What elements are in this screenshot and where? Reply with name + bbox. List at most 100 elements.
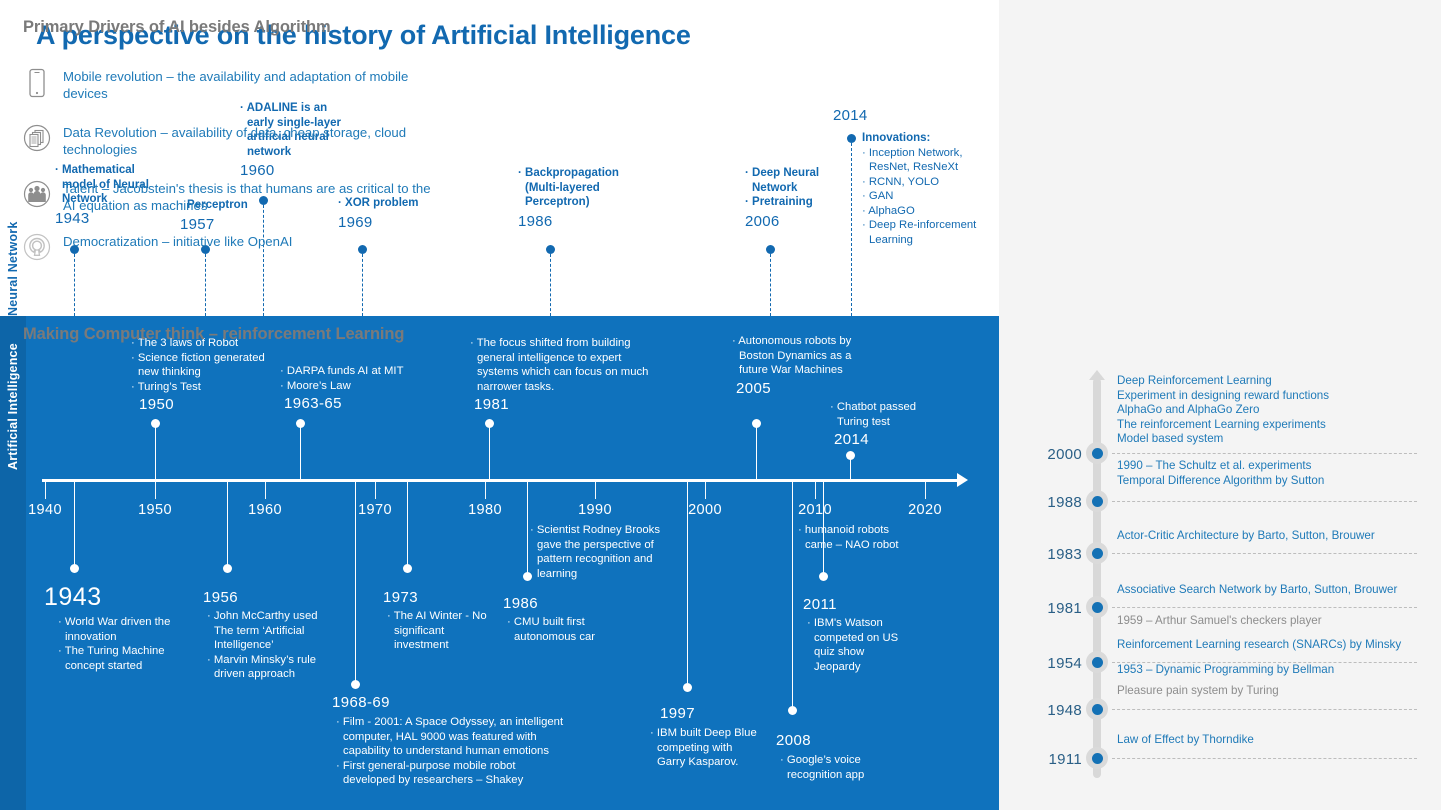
ai-event-1963-65-year: 1963-65 [284, 395, 342, 413]
rl-node-1948[interactable] [1086, 698, 1108, 720]
rl-note-bellman: 1953 – Dynamic Programming by Bellman [1117, 663, 1335, 676]
rl-label-above-1911: Law of Effect by Thorndike [1117, 733, 1254, 746]
ai-event-2011: 2011 · IBM's Watson competed on US quiz … [803, 596, 913, 674]
nn-event-2006-year: 2006 [745, 212, 780, 230]
ai-event-2008-bullets: · Google’s voice recognition app [780, 753, 886, 782]
rl-timeline-arrow-icon [1089, 370, 1105, 380]
ai-dot-1973 [403, 564, 412, 573]
ai-bullet: · Chatbot passed Turing test [830, 401, 917, 428]
ai-bullet: · John McCarthy used The term ‘Artificia… [207, 610, 318, 652]
documents-stack-icon [23, 124, 51, 154]
ai-stem-2011 [823, 482, 824, 576]
nn-event-1960-bullets: · ADALINE is an early single-layer artif… [240, 101, 350, 159]
nn-bullet: · AlphaGO [862, 204, 915, 217]
nn-dot-2014 [847, 134, 856, 143]
rl-dash [1112, 709, 1417, 710]
open-source-icon [23, 233, 51, 263]
rl-year-1948: 1948 [1047, 702, 1082, 719]
ai-stem-1956 [227, 482, 228, 568]
nn-bullet: · ADALINE is an early single-layer artif… [240, 102, 341, 158]
axis-label: 1940 [28, 502, 62, 518]
rl-top-note: Deep Reinforcement Learning [1117, 374, 1272, 387]
reinforcement-heading: Making Computer think – reinforcement Le… [23, 325, 405, 343]
ai-event-1973: 1973 · The AI Winter - No significant in… [383, 589, 493, 653]
nn-bullet: · Backpropagation (Multi-layered Percept… [518, 167, 619, 208]
ai-event-1997-year: 1997 [660, 705, 695, 722]
ai-dot-1986 [523, 572, 532, 581]
ai-bullet: · Google’s voice recognition app [780, 754, 865, 781]
rl-label-above-1983: Actor-Critic Architecture by Barto, Sutt… [1117, 529, 1375, 542]
driver-item-talent: Talent – Jacobstein's thesis is that hum… [23, 180, 433, 214]
ai-event-1968-69: 1968-69 · Film - 2001: A Space Odyssey, … [332, 694, 567, 788]
nn-bullet: · Pretraining [745, 196, 813, 208]
ai-event-1997: 1997 · IBM built Deep Blue competing wit… [650, 705, 760, 770]
nn-event-1986-year: 1986 [518, 212, 553, 230]
rl-dash [1112, 607, 1417, 608]
ai-event-1990: · Scientist Rodney Brooks gave the persp… [530, 523, 680, 581]
ai-bullet: · Film - 2001: A Space Odyssey, an intel… [336, 716, 564, 758]
timeline-panel: A perspective on the history of Artifici… [0, 20, 999, 810]
rl-node-1954[interactable] [1086, 651, 1108, 673]
rl-node-1911[interactable] [1086, 747, 1108, 769]
ai-bullet: · The 3 laws of Robot [131, 337, 239, 349]
ai-dot-1963-65 [296, 419, 305, 428]
ai-event-1981-year: 1981 [474, 396, 509, 414]
nn-dot-1986 [546, 245, 555, 254]
axis-tick [595, 481, 596, 499]
rl-year-1983: 1983 [1047, 546, 1082, 563]
nn-bullet: · Deep Neural Network [745, 167, 820, 194]
ai-bullet: · The AI Winter - No significant investm… [387, 610, 487, 652]
ai-bullet: · Autonomous robots by Boston Dynamics a… [732, 335, 852, 377]
rl-label-above-1981: Associative Search Network by Barto, Sut… [1117, 583, 1398, 596]
rl-node-1988[interactable] [1086, 490, 1108, 512]
ai-bullet: · DARPA funds AI at MIT [280, 365, 404, 377]
ai-bullet: · Marvin Minsky’s rule driven approach [207, 653, 317, 681]
rl-dash [1112, 453, 1417, 454]
ai-bullet: · humanoid robots came – NAO robot [798, 524, 899, 551]
axis-tick [925, 481, 926, 499]
ai-event-1943-year: 1943 [44, 583, 102, 611]
ai-dot-2014 [846, 451, 855, 460]
rl-node-1981[interactable] [1086, 596, 1108, 618]
ai-event-1990-bullets: · Scientist Rodney Brooks gave the persp… [530, 523, 680, 581]
ai-event-1950-year: 1950 [139, 396, 174, 414]
axis-tick [815, 481, 816, 499]
rl-node-1983[interactable] [1086, 542, 1108, 564]
ai-bullet: · World War driven the innovation [58, 616, 171, 643]
rl-node-2000[interactable] [1086, 442, 1108, 464]
ai-event-1986-year: 1986 [503, 595, 538, 612]
rl-note-turing: Pleasure pain system by Turing [1117, 684, 1279, 697]
ai-event-1963-65: · DARPA funds AI at MIT · Moore’s Law 19… [280, 364, 415, 412]
nn-bullet: · Deep Re-inforcement Learning [862, 219, 977, 246]
nn-event-1957-year: 1957 [180, 215, 215, 233]
axis-tick [485, 481, 486, 499]
ai-dot-1950 [151, 419, 160, 428]
ai-event-1956-year: 1956 [203, 589, 238, 606]
ai-event-1986: 1986 · CMU built first autonomous car [503, 595, 618, 644]
ai-bullet: · First general-purpose mobile robot dev… [336, 759, 524, 787]
nn-dot-1969 [358, 245, 367, 254]
ai-stem-1950 [155, 424, 156, 480]
driver-item-talent-text: Talent – Jacobstein's thesis is that hum… [63, 181, 431, 213]
axis-label: 1970 [358, 502, 392, 518]
sidebar [999, 0, 1441, 810]
axis-tick [155, 481, 156, 499]
axis-tick [705, 481, 706, 499]
nn-event-2006-bullets: · Deep Neural Network · Pretraining [745, 166, 845, 210]
axis-label: 2010 [798, 502, 832, 518]
nn-bullet: · Inception Network, ResNet, ResNeXt [862, 146, 963, 174]
nn-bullet: · XOR problem [338, 197, 419, 209]
ai-bullet: · Scientist Rodney Brooks gave the persp… [530, 524, 660, 580]
driver-item-data: Data Revolution – availability of data, … [23, 124, 433, 158]
nn-event-1957: · Perceptron 1957 [180, 198, 275, 233]
ai-dot-1943 [70, 564, 79, 573]
ai-event-2010: · humanoid robots came – NAO robot [798, 523, 908, 552]
timeline-axis-arrow-icon [957, 473, 968, 487]
rl-note-1959: 1959 – Arthur Samuel's checkers player [1117, 614, 1322, 627]
ai-event-1973-year: 1973 [383, 589, 418, 606]
nn-stem-1960 [263, 205, 264, 316]
ai-dot-2005 [752, 419, 761, 428]
driver-item-mobile-text: Mobile revolution – the availability and… [63, 69, 409, 101]
ai-event-1950: · The 3 laws of Robot · Science fiction … [131, 336, 276, 413]
